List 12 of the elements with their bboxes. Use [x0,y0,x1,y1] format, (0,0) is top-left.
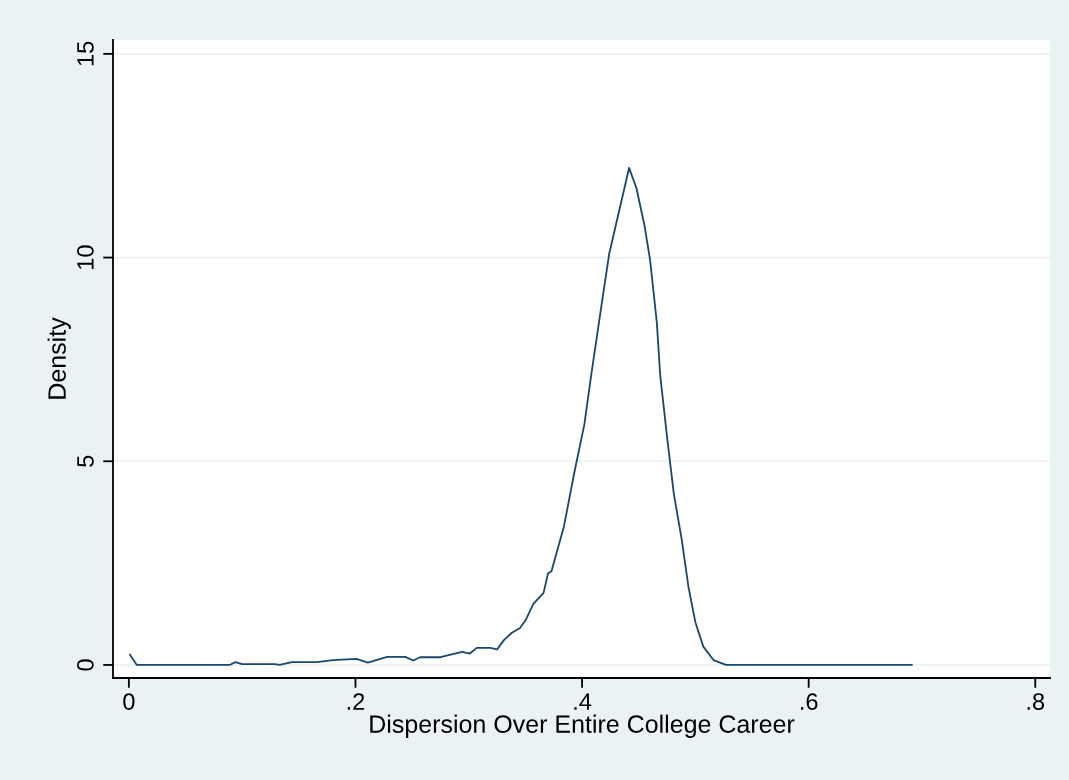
y-axis-title: Density [47,317,71,399]
x-tick-label: .2 [347,693,365,710]
x-tick-label: .6 [800,693,818,710]
y-tick-label: 10 [77,245,94,269]
line-series [129,167,913,666]
y-tick-label: 0 [77,659,94,671]
x-tick-label: .8 [1027,693,1045,710]
y-tick-label: 5 [77,455,94,467]
y-tick-label: 15 [77,41,94,66]
x-tick-label: .4 [574,693,592,710]
x-tick-label: 0 [123,693,135,710]
x-axis-title: Dispersion Over Entire College Career [370,714,795,738]
